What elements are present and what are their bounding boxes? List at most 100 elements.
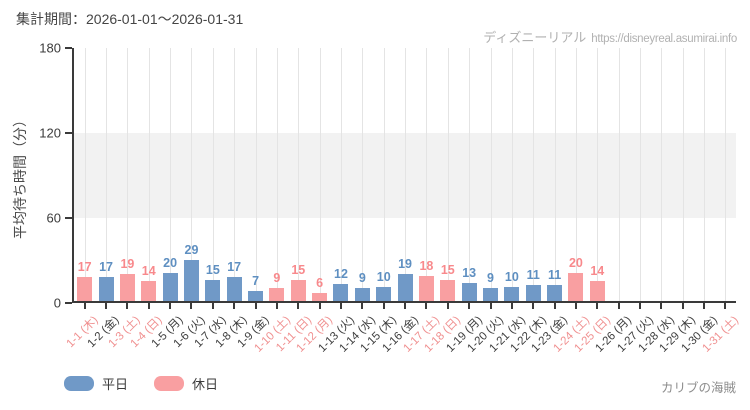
bar-value-label: 13	[462, 265, 477, 280]
legend-item-holiday[interactable]: 休日	[154, 374, 218, 393]
wait-time-bar[interactable]	[333, 284, 349, 301]
day-slot: 19 1-3 (土)	[107, 48, 143, 350]
day-slot: 17 1-8 (木)	[214, 48, 250, 350]
x-tick-mark	[703, 303, 706, 309]
y-axis-title: 平均待ち時間（分）	[12, 113, 28, 239]
gridline	[725, 48, 727, 301]
bar-value-label: 11	[526, 268, 540, 283]
gridline	[362, 48, 364, 301]
x-tick-mark	[339, 303, 342, 309]
bar-value-label: 17	[99, 259, 113, 274]
wait-time-bar[interactable]	[504, 286, 520, 301]
day-slot: 15 1-11 (日)	[274, 48, 314, 354]
day-slot: 18 1-17 (土)	[401, 48, 442, 355]
x-tick-mark	[190, 303, 193, 309]
wait-time-bar[interactable]	[119, 274, 135, 301]
x-tick-mark	[275, 303, 278, 309]
x-tick-mark	[404, 303, 407, 309]
x-tick-mark	[617, 303, 620, 309]
bar-value-label: 15	[440, 262, 455, 277]
chart-title: 集計期間：2026-01-01～2026-01-31	[16, 11, 244, 27]
bar-value-label: 29	[184, 242, 199, 257]
day-slot: 20 1-24 (土)	[551, 48, 592, 355]
wait-time-bar[interactable]	[589, 281, 605, 301]
day-slot: 1-28 (水)	[636, 48, 677, 355]
wait-time-bar[interactable]	[205, 279, 221, 301]
gridline	[618, 48, 620, 301]
y-tick-label: 180	[39, 40, 61, 56]
x-tick-mark	[254, 303, 257, 309]
wait-time-bar[interactable]	[141, 281, 157, 301]
gridline	[704, 48, 706, 301]
day-slot: 10 1-15 (木)	[359, 48, 399, 355]
gridline	[661, 48, 663, 301]
wait-time-bar[interactable]	[483, 288, 498, 301]
gridline	[234, 48, 236, 301]
wait-time-bar[interactable]	[290, 279, 306, 301]
gridline	[383, 48, 385, 301]
x-tick-mark	[169, 303, 172, 309]
day-slot: 1-30 (金)	[679, 48, 720, 355]
bar-value-label: 6	[316, 275, 324, 290]
wait-time-bar[interactable]	[312, 292, 328, 301]
attraction-name: カリブの海賊	[660, 381, 736, 395]
gridline	[575, 48, 577, 301]
bar-value-label: 15	[205, 262, 220, 277]
gridline	[490, 48, 492, 301]
wait-time-bar[interactable]	[547, 285, 563, 301]
x-tick-mark	[147, 303, 150, 309]
bar-value-label: 18	[419, 258, 434, 273]
day-slot: 9 1-14 (水)	[337, 48, 378, 355]
wait-time-bar[interactable]	[376, 286, 392, 301]
x-tick-mark	[446, 303, 449, 309]
day-slot: 11 1-23 (金)	[530, 48, 570, 355]
wait-time-bar[interactable]	[568, 272, 584, 301]
gridline	[447, 48, 449, 301]
wait-time-bar[interactable]	[98, 276, 114, 301]
x-tick-mark	[425, 303, 428, 309]
wait-time-bar[interactable]	[162, 272, 178, 301]
x-tick-mark	[639, 303, 642, 309]
wait-time-bar[interactable]	[397, 274, 413, 301]
bar-value-label: 14	[141, 264, 156, 279]
watermark-brand: ディズニーリアル	[483, 30, 587, 45]
wait-time-bar[interactable]	[269, 288, 285, 301]
x-tick-mark	[382, 303, 385, 309]
x-tick-mark	[468, 303, 471, 309]
wait-time-bar[interactable]	[525, 285, 541, 301]
gridline	[298, 48, 300, 301]
legend-item-weekday[interactable]: 平日	[64, 374, 128, 393]
x-tick-mark	[211, 303, 214, 309]
bar-value-label: 15	[291, 262, 306, 277]
x-tick-mark	[510, 303, 513, 309]
wait-time-bar[interactable]	[418, 275, 434, 301]
x-tick-mark	[361, 303, 364, 309]
x-tick-mark	[660, 303, 663, 309]
wait-time-bar[interactable]	[77, 276, 93, 301]
day-slot: 15 1-7 (水)	[192, 48, 228, 350]
day-slot: 15 1-18 (日)	[423, 48, 463, 355]
legend-label-holiday: 休日	[192, 377, 219, 392]
wait-time-bar[interactable]	[226, 276, 242, 301]
watermark: ディズニーリアル https://disneyreal.asumirai.info	[483, 27, 737, 47]
wait-time-bar[interactable]	[461, 282, 477, 301]
bar-value-label: 9	[487, 271, 494, 286]
wait-time-bar[interactable]	[183, 259, 199, 301]
y-tick-mark	[65, 132, 72, 134]
watermark-url: https://disneyreal.asumirai.info	[591, 33, 737, 45]
wait-time-bar[interactable]	[354, 288, 370, 301]
gridline	[426, 48, 428, 301]
day-slot: 29 1-6 (火)	[171, 48, 207, 350]
gridline	[276, 48, 278, 301]
bar-value-label: 7	[252, 274, 260, 289]
bar-value-label: 14	[590, 264, 605, 279]
gridline	[319, 48, 321, 301]
wait-time-bar[interactable]	[248, 291, 264, 301]
gridline	[127, 48, 129, 301]
wait-time-bar[interactable]	[440, 279, 456, 301]
day-slot: 17 1-2 (金)	[86, 48, 122, 350]
gridline	[255, 48, 257, 301]
bar-value-label: 20	[568, 255, 583, 270]
bar-value-label: 12	[334, 267, 348, 281]
gridline	[554, 48, 556, 301]
